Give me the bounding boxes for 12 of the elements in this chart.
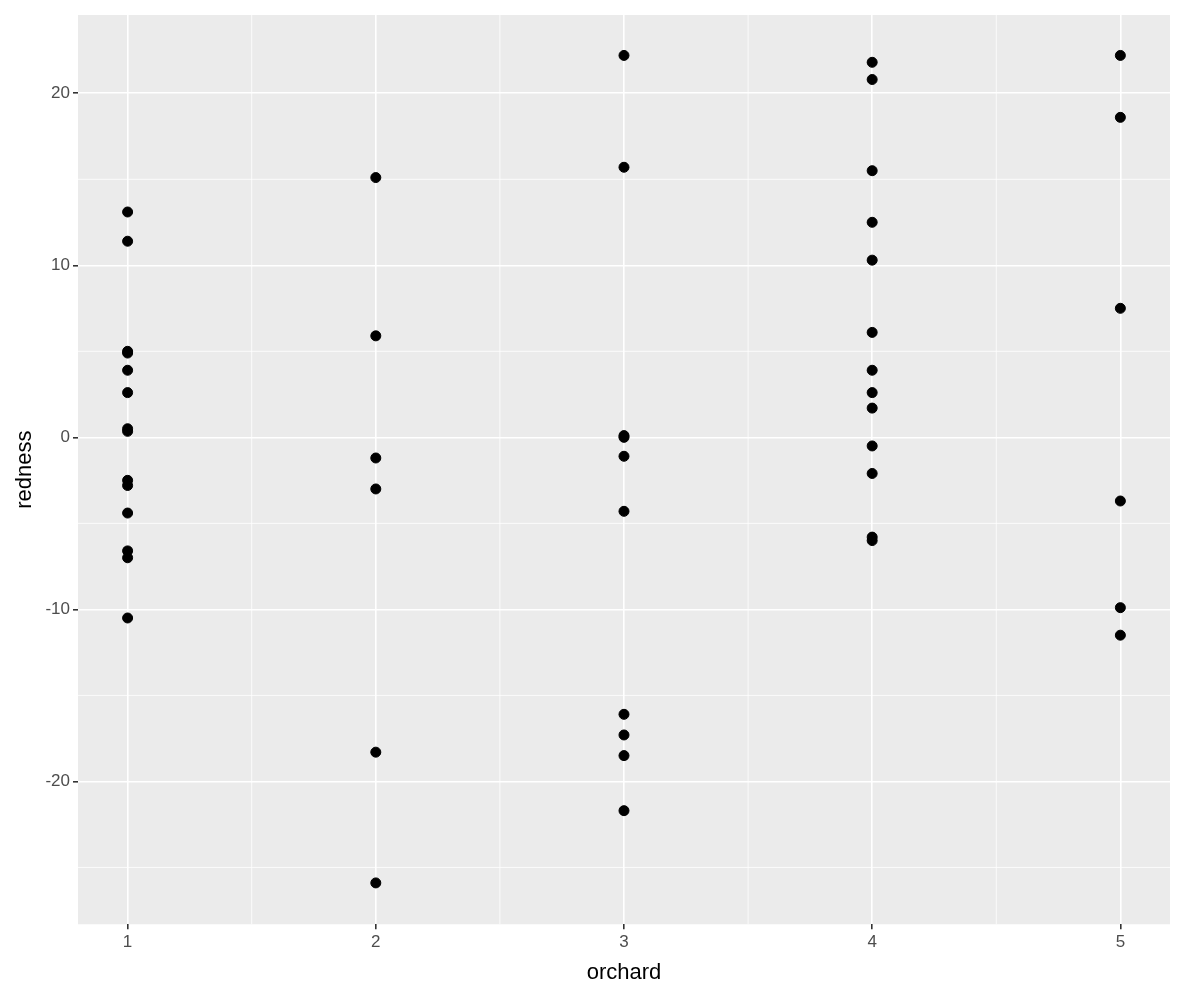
- x-tick-label: 5: [1115, 932, 1126, 952]
- y-tick-label: 0: [60, 427, 70, 447]
- x-tick-label: 2: [371, 932, 381, 952]
- y-tick-label: -10: [45, 599, 70, 619]
- x-axis-title: orchard: [586, 958, 662, 984]
- y-axis-title: redness: [11, 430, 37, 509]
- x-tick-label: 4: [867, 932, 877, 952]
- x-tick-label: 3: [619, 932, 629, 952]
- y-tick-label: 20: [51, 82, 70, 102]
- y-tick-label: -20: [45, 771, 70, 791]
- x-tick-label: 1: [122, 932, 133, 952]
- y-tick-label: 10: [51, 255, 70, 274]
